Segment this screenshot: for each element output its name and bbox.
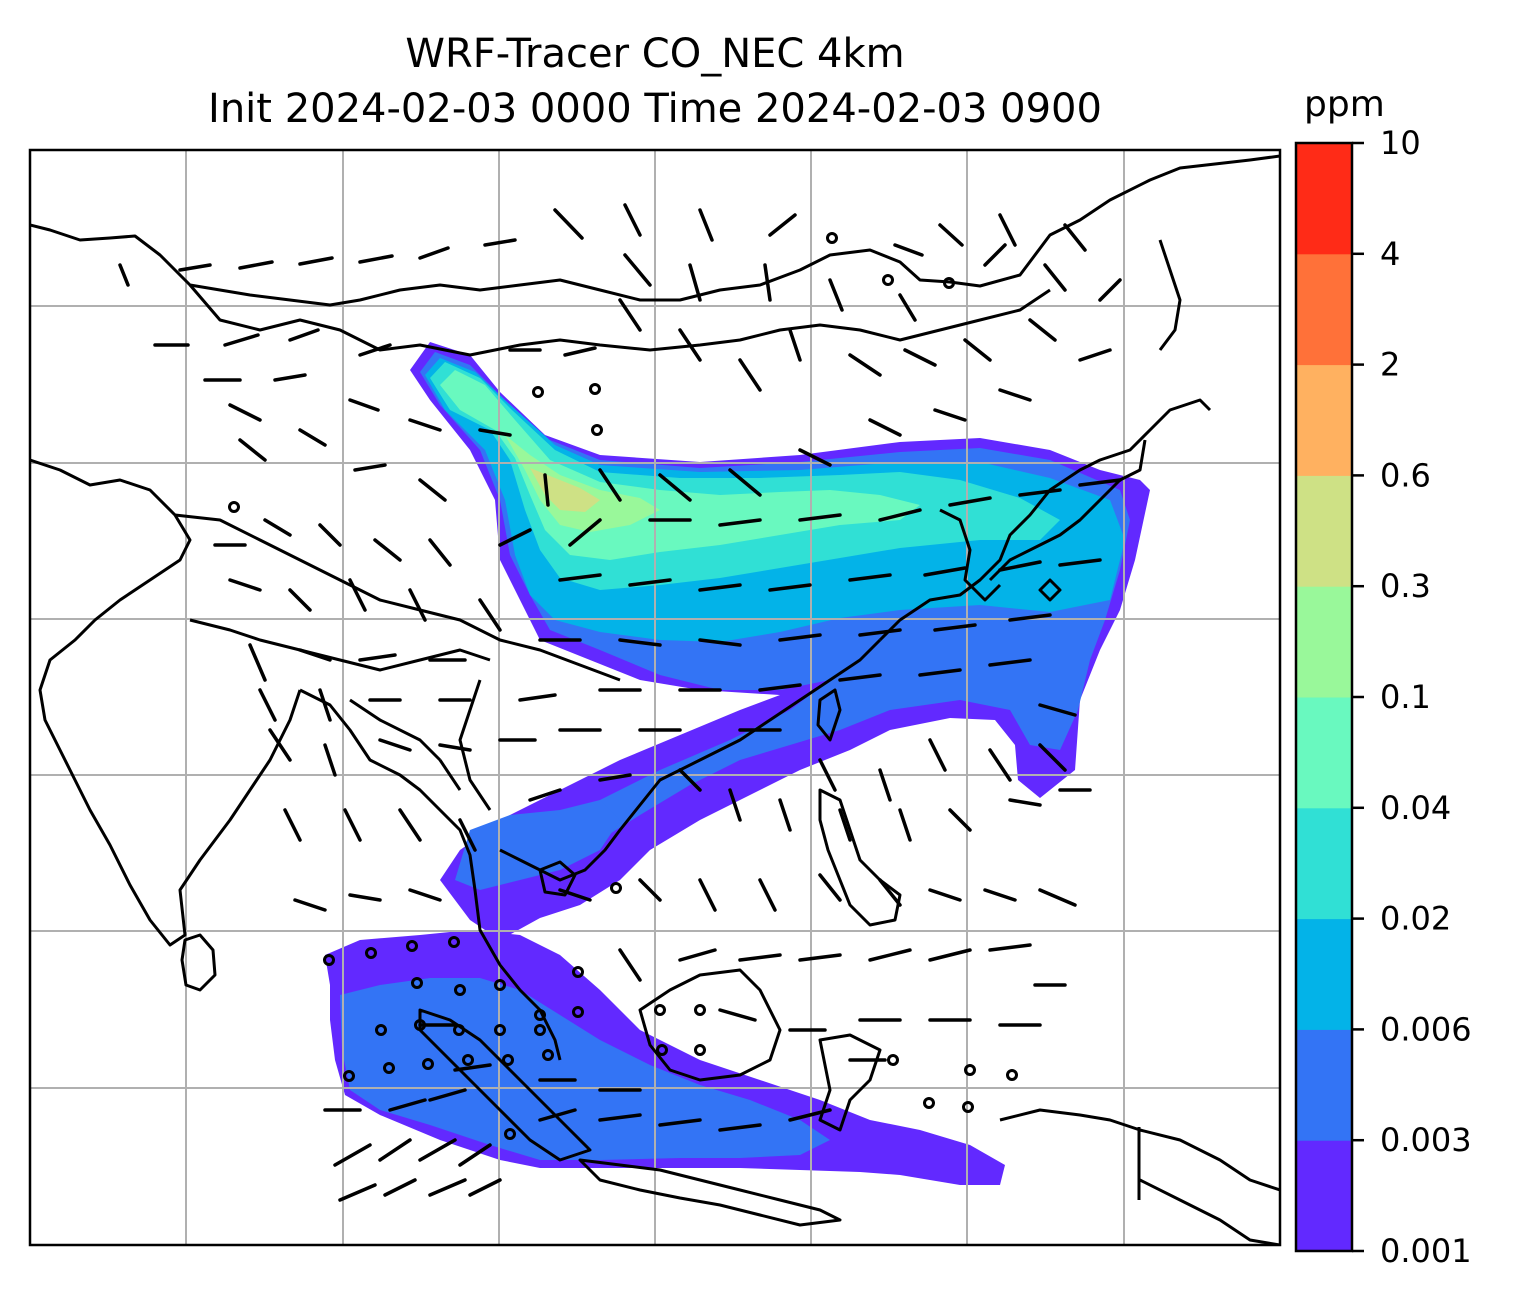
plume-southern-mid — [340, 978, 830, 1160]
colorbar-block — [1296, 253, 1352, 366]
colorbar-unit: ppm — [1304, 84, 1385, 125]
coast-sumatra — [418, 1008, 592, 1162]
border-himalaya — [189, 618, 491, 672]
barbs-row-11 — [293, 873, 1077, 912]
coast-java — [578, 1158, 842, 1227]
map-title-line1: WRF-Tracer CO_NEC 4km — [405, 31, 905, 77]
barbs-row-9 — [268, 728, 1067, 802]
colorbar-ticks: 0.001 0.003 0.006 0.02 0.04 0.1 0.3 0.6 2 4 10 — [1352, 124, 1472, 1270]
barbs-row-6 — [228, 558, 1102, 632]
map-title-line2: Init 2024-02-03 0000 Time 2024-02-03 090… — [208, 86, 1102, 132]
colorbar-tick-label: 2 — [1380, 346, 1400, 384]
colorbar-tick-label: 10 — [1380, 124, 1421, 162]
barbs-row-2 — [118, 243, 1067, 357]
colorbar-block — [1296, 918, 1352, 1030]
border-se-asia — [349, 679, 492, 811]
coast-korea-island — [1038, 578, 1062, 602]
barbs-row-1 — [178, 203, 1087, 272]
barbs-row-7 — [248, 613, 1052, 682]
coast-sulawesi — [818, 1033, 882, 1132]
coastlines — [30, 154, 1280, 1245]
colorbar-tick-label: 0.6 — [1380, 456, 1431, 494]
barbs-row-15 — [333, 1138, 502, 1202]
coast-hainan — [538, 860, 577, 897]
colorbar-block — [1296, 364, 1352, 476]
colorbar-tick-label: 0.02 — [1380, 900, 1451, 938]
coast-india — [30, 458, 302, 947]
colorbar-tick-label: 4 — [1380, 235, 1400, 273]
colorbar-block — [1296, 697, 1352, 809]
colorbar-block — [1296, 143, 1352, 255]
colorbar-tick-label: 0.3 — [1380, 567, 1431, 605]
barbs-row-10 — [283, 768, 1092, 852]
coast-taiwan — [816, 688, 842, 742]
barbs-row-14 — [323, 1088, 832, 1132]
colorbar-tick-label: 0.001 — [1380, 1232, 1472, 1270]
map-frame — [28, 148, 1282, 1247]
co-plume — [325, 342, 1150, 1185]
barbs-row-5 — [213, 478, 1122, 567]
barbs-row-12 — [618, 943, 1067, 987]
colorbar-block — [1296, 586, 1352, 698]
colorbar-block — [1296, 807, 1352, 920]
colorbar-tick-label: 0.006 — [1380, 1010, 1472, 1048]
barbs-row-3 — [203, 278, 1122, 437]
colorbar-tick-label: 0.003 — [1380, 1121, 1472, 1159]
colorbar-block — [1296, 1140, 1352, 1252]
colorbar-block — [1296, 475, 1352, 587]
plume-northern-lightgreen — [505, 435, 660, 532]
barbs-row-13 — [418, 1008, 1042, 1092]
map-panel — [30, 150, 1280, 1245]
wind-barbs — [118, 203, 1122, 1202]
barbs-row-8 — [258, 658, 1077, 722]
calm-markers — [228, 232, 1018, 1140]
coast-sakhalin — [1158, 239, 1182, 351]
colorbar: 0.001 0.003 0.006 0.02 0.04 0.1 0.3 0.6 2 4 10 — [1294, 124, 1472, 1270]
coast-srilanka — [180, 933, 217, 992]
plume-northern-yellow — [530, 468, 600, 512]
colorbar-tick-label: 0.04 — [1380, 789, 1451, 827]
plume-gulf-mid — [455, 800, 620, 890]
gridlines — [30, 150, 1280, 1245]
border-china-south — [174, 513, 621, 682]
colorbar-tick-label: 0.1 — [1380, 678, 1431, 716]
border-mongolia — [188, 284, 1051, 357]
coast-china-east — [878, 398, 1212, 642]
coast-korea — [939, 508, 1002, 602]
colorbar-block — [1296, 1029, 1352, 1141]
coast-philippines — [818, 788, 902, 927]
colorbar-blocks — [1296, 143, 1352, 1252]
coast-newguinea-south — [1139, 1178, 1280, 1245]
coast-japan — [988, 439, 1147, 582]
coast-borneo — [638, 968, 782, 1082]
coast-indochina — [299, 638, 882, 1061]
barbs-row-4 — [228, 348, 1112, 507]
